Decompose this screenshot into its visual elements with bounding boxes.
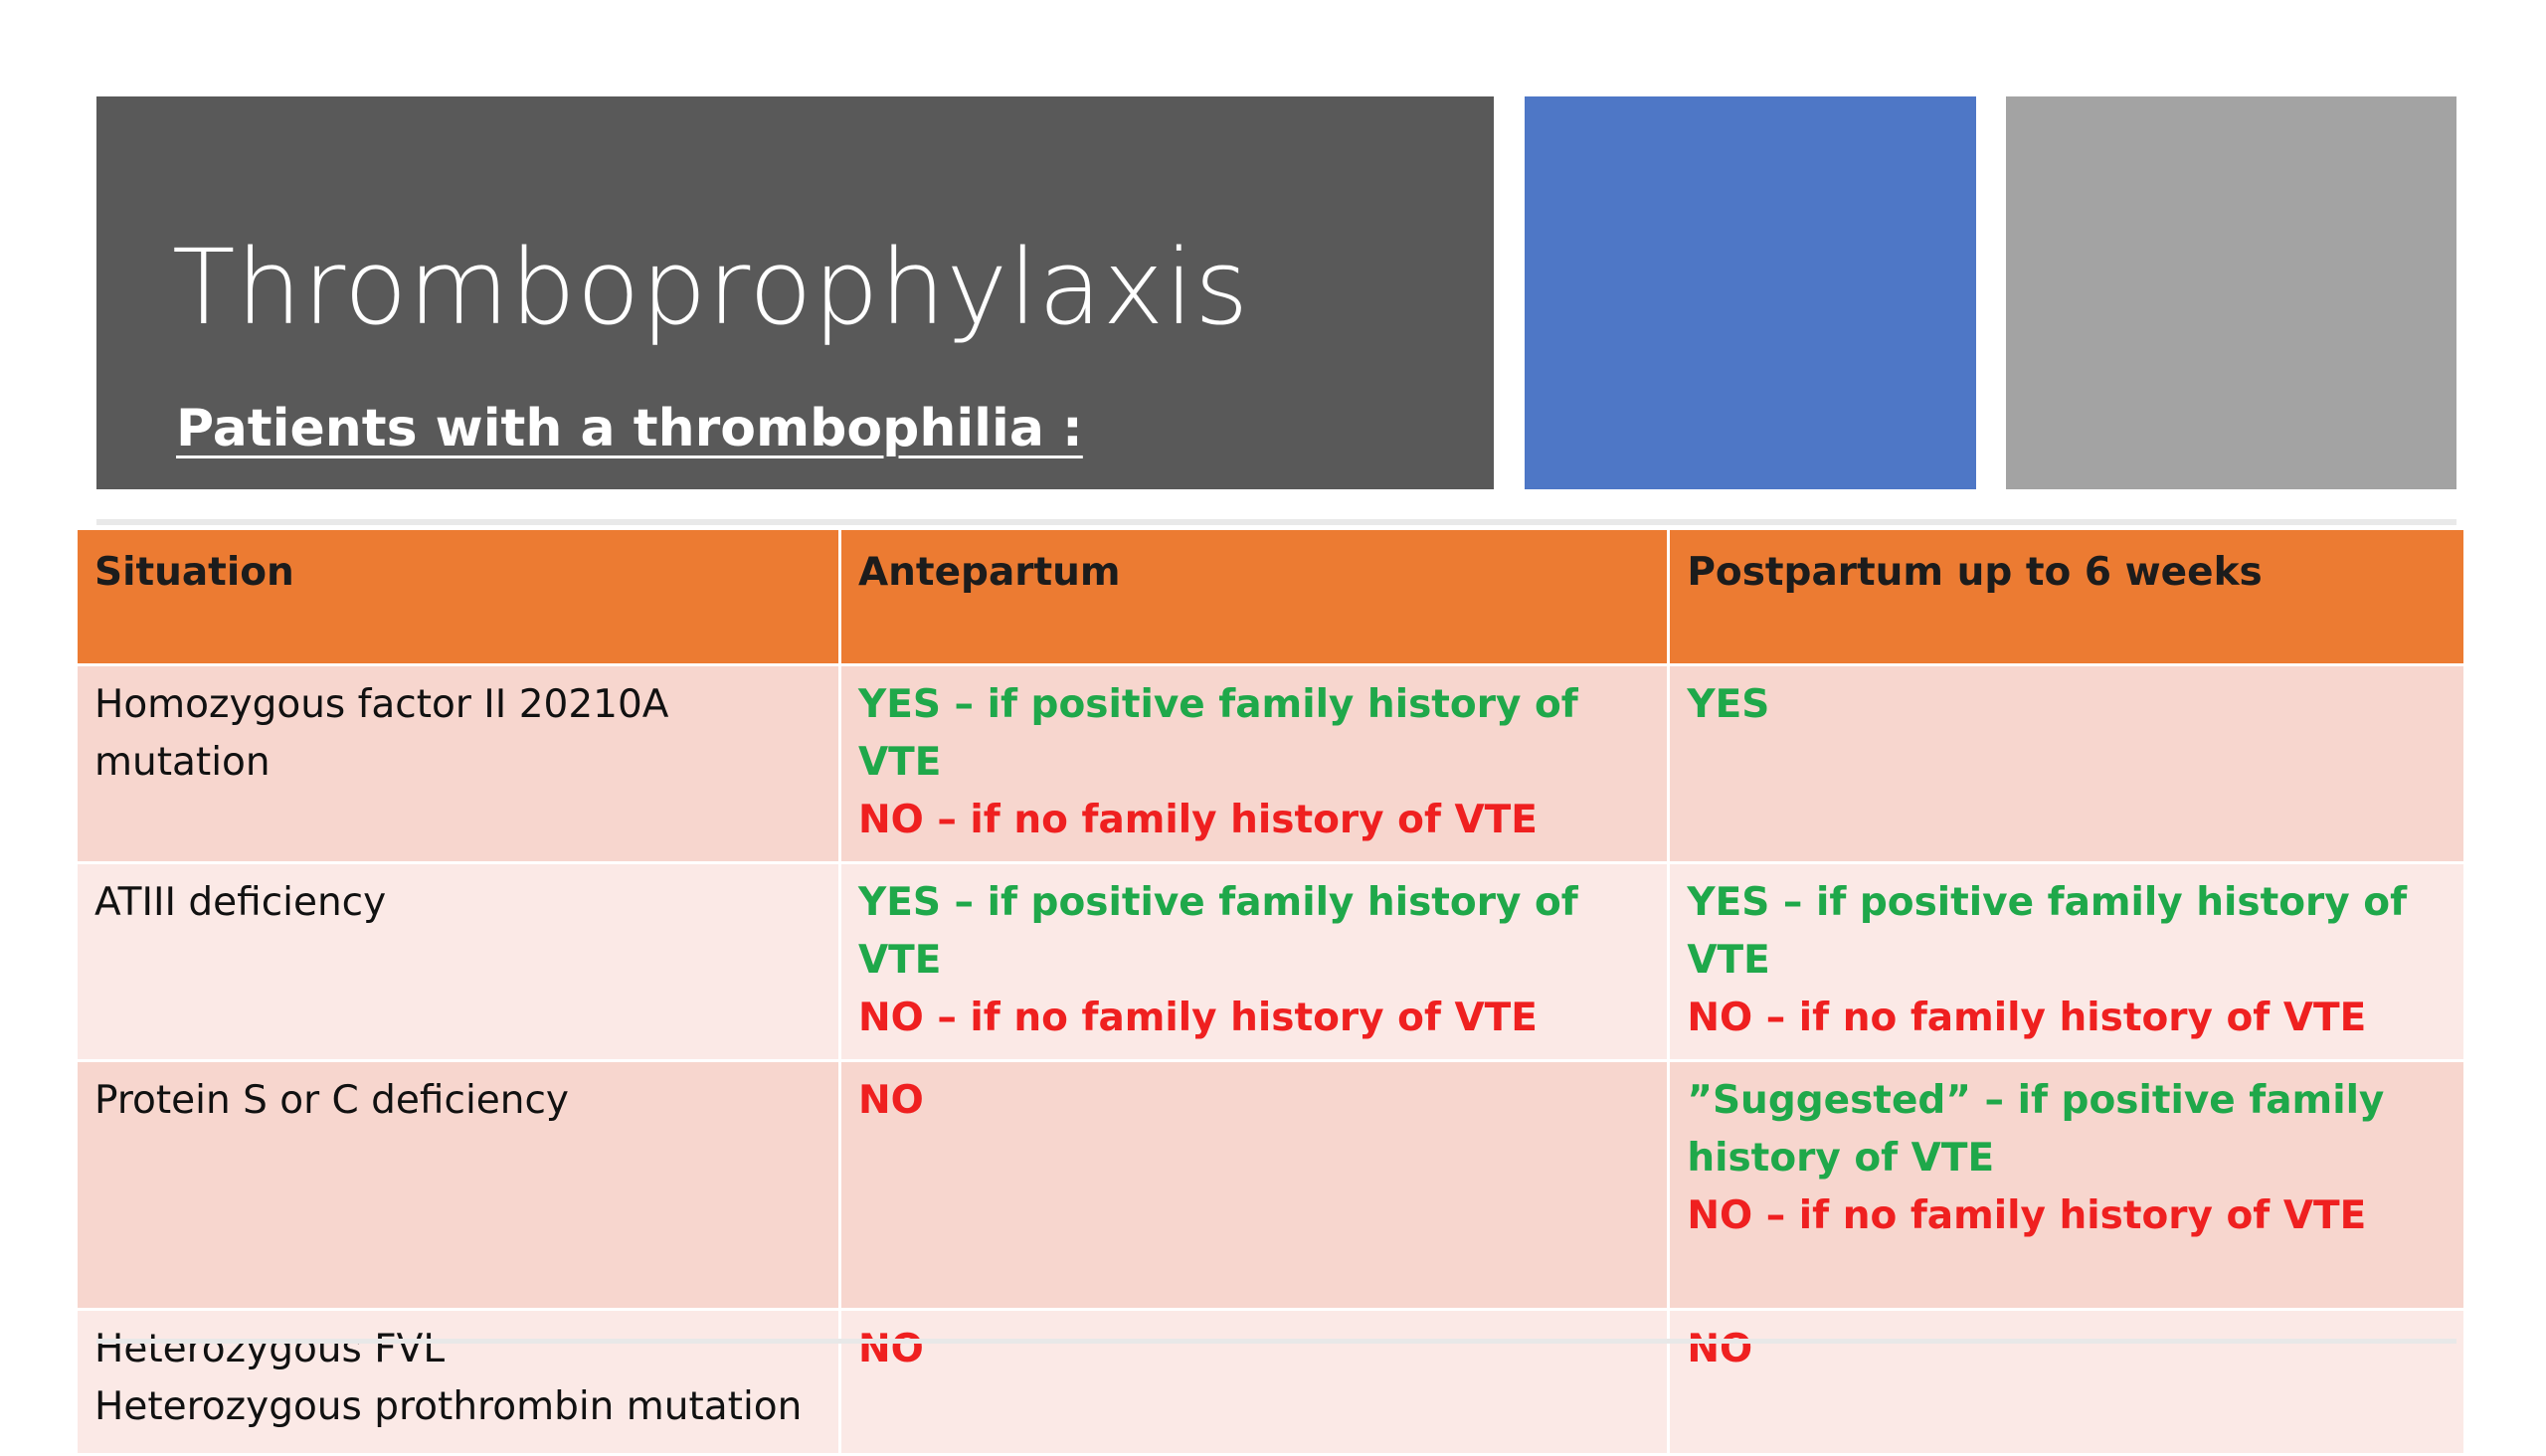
recommendation-yes: YES – if positive family history of VTE [857, 682, 1578, 785]
recommendation-no: NO [857, 1327, 924, 1371]
title-panel: Thromboprophylaxis Patients with a throm… [96, 96, 1494, 489]
antepartum-cell: YES – if positive family history of VTE … [837, 663, 1671, 864]
recommendation-yes: YES – if positive family history of VTE [857, 880, 1578, 983]
table-row: Protein S or C deficiency NO ”Suggested”… [75, 1059, 2466, 1311]
recommendation-yes: YES [1687, 682, 1770, 727]
recommendation-no: NO [857, 1078, 924, 1123]
postpartum-cell: ”Suggested” – if positive family history… [1667, 1059, 2466, 1311]
slide-subtitle: Patients with a thrombophilia : [176, 399, 1083, 458]
situation-cell: Homozygous factor II 20210A mutation [75, 663, 841, 864]
situation-line: Homozygous factor II 20210A [94, 682, 669, 727]
recommendation-yes: ”Suggested” – if positive family [1687, 1078, 2385, 1123]
table-header-row: Situation Antepartum Postpartum up to 6 … [75, 527, 2466, 666]
recommendation-no: NO – if no family history of VTE [1687, 1193, 2367, 1238]
table-bottom-rule [96, 1339, 2456, 1344]
header-postpartum: Postpartum up to 6 weeks [1667, 527, 2466, 666]
divider-rule [96, 519, 2456, 525]
situation-line: Heterozygous prothrombin mutation [94, 1384, 803, 1429]
accent-block-gray [2006, 96, 2456, 489]
table-row: ATIII deficiency YES – if positive famil… [75, 861, 2466, 1062]
slide-title: Thromboprophylaxis [172, 227, 1250, 348]
recommendation-no: NO [1687, 1327, 1753, 1371]
antepartum-cell: YES – if positive family history of VTE … [837, 861, 1671, 1062]
header-antepartum: Antepartum [837, 527, 1671, 666]
header-situation: Situation [75, 527, 841, 666]
recommendation-no: NO – if no family history of VTE [857, 798, 1538, 842]
antepartum-cell: NO [837, 1059, 1671, 1311]
recommendation-yes: YES – if positive family history of VTE [1687, 880, 2408, 983]
situation-cell: Heterozygous FVL Heterozygous prothrombi… [75, 1308, 841, 1456]
postpartum-cell: YES [1667, 663, 2466, 864]
thrombophilia-table: Situation Antepartum Postpartum up to 6 … [75, 527, 2466, 1456]
situation-cell: ATIII deficiency [75, 861, 841, 1062]
table-row: Homozygous factor II 20210A mutation YES… [75, 663, 2466, 864]
situation-cell: Protein S or C deficiency [75, 1059, 841, 1311]
situation-line: mutation [94, 740, 271, 785]
recommendation-yes: history of VTE [1687, 1136, 1995, 1181]
postpartum-cell: NO [1667, 1308, 2466, 1456]
accent-block-blue [1525, 96, 1976, 489]
table-row: Heterozygous FVL Heterozygous prothrombi… [75, 1308, 2466, 1456]
postpartum-cell: YES – if positive family history of VTE … [1667, 861, 2466, 1062]
recommendation-no: NO – if no family history of VTE [857, 996, 1538, 1040]
situation-line: Protein S or C deficiency [94, 1078, 570, 1123]
situation-line: Heterozygous FVL [94, 1327, 446, 1371]
situation-line: ATIII deficiency [94, 880, 387, 925]
antepartum-cell: NO [837, 1308, 1671, 1456]
recommendation-no: NO – if no family history of VTE [1687, 996, 2367, 1040]
